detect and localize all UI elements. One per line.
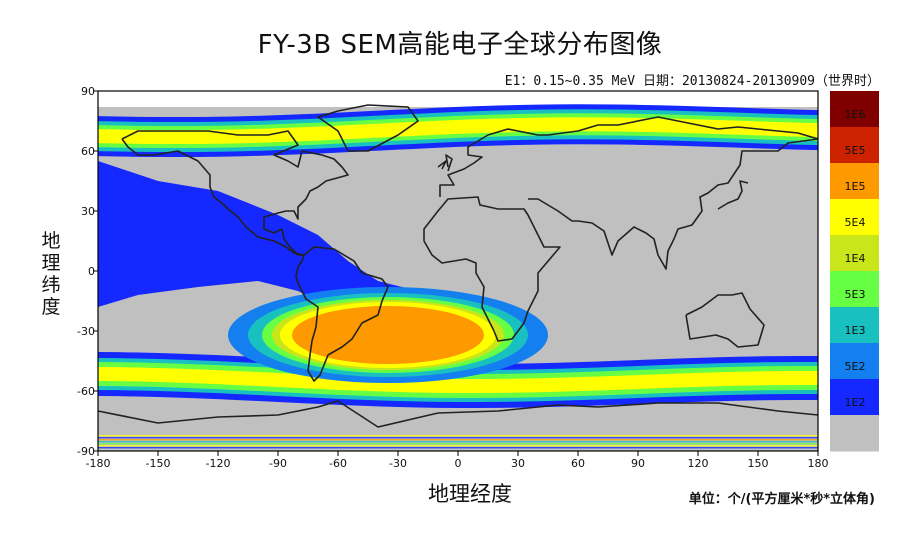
coastline-segment: [717, 180, 749, 210]
colorbar-swatch: [830, 271, 879, 308]
colorbar-swatch: [830, 379, 879, 416]
colorbar-swatch: [830, 127, 879, 164]
coastline-segment: [97, 400, 819, 428]
coastline-segment: [437, 160, 447, 170]
south-belt-level-5e4: [98, 367, 818, 394]
y-axis-label-char: 纬: [41, 274, 61, 296]
colorbar-label: 1E6: [845, 108, 866, 121]
colorbar-swatch: [830, 163, 879, 200]
coastlines: [97, 104, 819, 428]
south-polar-stripe: [98, 439, 818, 441]
saa-level-1e5: [292, 306, 484, 364]
coastline-segment: [528, 138, 819, 270]
x-tick-label: 120: [688, 457, 709, 470]
coastline-segment: [685, 292, 765, 348]
coastline-segment: [121, 130, 349, 256]
x-tick-label: 90: [631, 457, 645, 470]
y-tick-label: -30: [77, 325, 95, 338]
y-axis: 90 60 30 0 -30 -60 -90: [77, 85, 98, 458]
x-axis-label: 地理经度: [428, 482, 512, 506]
coastline-segment: [423, 196, 561, 342]
south-polar-stripe: [98, 437, 818, 439]
colorbar-label: 5E3: [845, 288, 866, 301]
heatmap-plot-area: [97, 104, 819, 451]
x-tick-label: 0: [455, 457, 462, 470]
x-tick-label: -150: [146, 457, 171, 470]
x-tick-label: -30: [389, 457, 407, 470]
coastline-segment: [317, 104, 419, 152]
colorbar-label: 1E4: [845, 252, 866, 265]
y-tick-label: 30: [81, 205, 95, 218]
unit-label: 单位：个/(平方厘米*秒*立体角): [688, 492, 875, 507]
x-tick-label: 180: [808, 457, 829, 470]
x-tick-label: -90: [269, 457, 287, 470]
south-polar-stripe: [98, 445, 818, 447]
x-tick-label: -180: [86, 457, 111, 470]
colorbar-label: 5E2: [845, 360, 866, 373]
coastline-segment: [295, 246, 389, 382]
colorbar: 1E6 5E5 1E5 5E4 1E4 5E3 1E3 5E2 1E2: [830, 91, 879, 452]
chart-subtitle: E1：0.15~0.35 MeV 日期：20130824-20130909（世界…: [504, 74, 880, 89]
x-tick-label: -120: [206, 457, 231, 470]
colorbar-label: 1E5: [845, 180, 866, 193]
y-tick-label: 60: [81, 145, 95, 158]
north-belt-level-5e4: [98, 117, 818, 145]
y-tick-label: 90: [81, 85, 95, 98]
x-tick-label: 60: [571, 457, 585, 470]
x-tick-label: -60: [329, 457, 347, 470]
coastline-segment: [445, 154, 453, 172]
chart-title: FY-3B SEM高能电子全球分布图像: [257, 30, 663, 60]
south-polar-stripe: [98, 441, 818, 443]
colorbar-swatch: [830, 343, 879, 380]
x-tick-label: 150: [748, 457, 769, 470]
colorbar-label: 5E4: [845, 216, 866, 229]
y-axis-label: 地理纬度: [40, 230, 62, 318]
colorbar-label: 1E2: [845, 396, 866, 409]
colorbar-swatch: [830, 307, 879, 344]
south-polar-stripe: [98, 447, 818, 449]
colorbar-swatch: [830, 415, 879, 452]
y-tick-label: -90: [77, 445, 95, 458]
y-axis-label-char: 地: [41, 230, 61, 252]
y-axis-label-char: 度: [41, 296, 61, 318]
x-axis: -180 -150 -120 -90 -60 -30 0 30 60 90 120 150 180: [86, 451, 829, 470]
south-polar-stripe: [98, 443, 818, 445]
y-axis-label-char: 理: [41, 252, 61, 274]
colorbar-swatch: [830, 199, 879, 236]
colorbar-swatch: [830, 91, 879, 128]
x-tick-label: 30: [511, 457, 525, 470]
coastline-segment: [439, 116, 819, 197]
colorbar-label: 5E5: [845, 144, 866, 157]
south-polar-stripe: [98, 435, 818, 437]
y-tick-label: -60: [77, 385, 95, 398]
colorbar-label: 1E3: [845, 324, 866, 337]
y-tick-label: 0: [88, 265, 95, 278]
colorbar-swatch: [830, 235, 879, 272]
